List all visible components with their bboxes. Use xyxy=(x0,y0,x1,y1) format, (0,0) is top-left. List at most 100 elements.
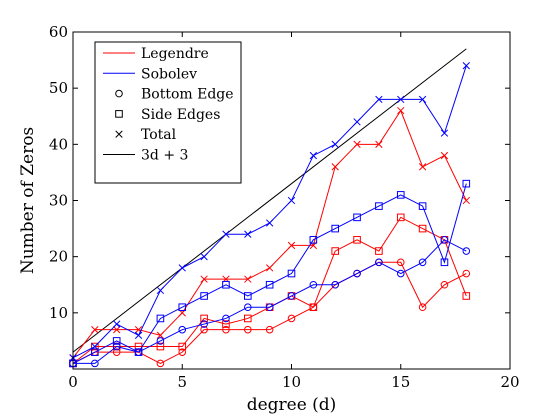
legend-marker-swatch xyxy=(115,110,123,118)
y-tick-label: 60 xyxy=(49,23,68,41)
legend-entry: Bottom Edge xyxy=(115,87,234,103)
data-point xyxy=(200,275,208,283)
data-point xyxy=(222,325,230,334)
legend-box xyxy=(94,41,242,184)
data-point xyxy=(440,151,449,160)
data-point xyxy=(331,163,339,171)
data-point xyxy=(309,236,318,244)
y-axis-label: Number of Zeros xyxy=(18,127,38,274)
legend-entry: Legendre xyxy=(103,46,209,62)
data-point xyxy=(156,314,165,323)
data-point xyxy=(265,325,274,334)
data-point xyxy=(353,236,361,244)
data-point xyxy=(287,241,296,250)
data-point xyxy=(397,106,405,115)
legend-label: Sobolev xyxy=(141,66,197,82)
data-point xyxy=(156,337,165,345)
data-point xyxy=(265,264,274,272)
data-point xyxy=(287,196,296,205)
data-point xyxy=(112,342,121,351)
series-layer xyxy=(69,62,471,368)
data-point xyxy=(265,280,274,289)
data-point xyxy=(396,191,405,199)
series-legendre-x xyxy=(69,106,470,362)
data-point xyxy=(331,247,339,255)
data-point xyxy=(91,342,99,351)
data-point xyxy=(178,342,187,351)
data-point xyxy=(244,292,252,300)
data-point xyxy=(287,292,296,300)
data-point xyxy=(418,224,427,233)
data-point xyxy=(156,286,165,295)
data-point xyxy=(134,348,143,356)
data-point xyxy=(244,230,252,238)
data-point xyxy=(222,230,230,238)
data-point xyxy=(440,280,449,289)
data-point xyxy=(375,140,383,148)
data-point xyxy=(222,314,230,323)
data-point xyxy=(331,140,339,148)
data-point xyxy=(178,348,187,356)
data-point xyxy=(244,303,252,312)
data-point xyxy=(91,359,99,368)
legend-label: Side Edges xyxy=(141,107,220,123)
series-sobolev-x xyxy=(69,62,470,362)
data-point xyxy=(397,95,405,104)
data-point xyxy=(331,280,340,289)
series-line xyxy=(72,183,467,364)
data-point xyxy=(418,202,427,210)
y-tick-label: 50 xyxy=(49,79,68,97)
x-tick-label: 20 xyxy=(500,373,519,391)
data-point xyxy=(331,224,339,233)
data-point xyxy=(418,95,427,104)
data-point xyxy=(462,247,471,255)
data-point xyxy=(287,269,296,278)
data-point xyxy=(287,314,296,323)
data-point xyxy=(113,320,121,328)
data-point xyxy=(462,269,471,278)
y-tick-label: 40 xyxy=(49,135,68,153)
data-point xyxy=(396,258,405,267)
legend-label: Bottom Edge xyxy=(141,87,234,103)
legend-entry: Total xyxy=(115,127,177,143)
legend-entry: Sobolev xyxy=(103,66,197,82)
data-point xyxy=(200,325,208,334)
tick-layer: 0 5 10 15 20 10 20 30 40 50 60 xyxy=(49,23,520,391)
data-point xyxy=(353,269,361,278)
data-point xyxy=(112,337,121,345)
legend-entry: 3d + 3 xyxy=(103,148,188,164)
data-point xyxy=(440,236,449,244)
data-point xyxy=(244,275,252,283)
data-point xyxy=(462,292,471,300)
data-point xyxy=(178,264,186,272)
data-point xyxy=(375,247,383,255)
x-tick-label: 15 xyxy=(391,373,410,391)
legend-marker-swatch xyxy=(115,89,123,98)
data-point xyxy=(462,62,470,70)
y-tick-label: 30 xyxy=(49,192,68,210)
data-point xyxy=(156,331,165,339)
x-axis-label: degree (d) xyxy=(247,395,337,415)
data-point xyxy=(134,331,143,339)
data-point xyxy=(309,303,318,312)
data-point xyxy=(462,196,470,205)
data-point xyxy=(353,140,361,148)
data-point xyxy=(91,326,99,334)
data-point xyxy=(440,129,449,137)
legend: Legendre Sobolev Bottom Edge Side Edges Tota… xyxy=(94,41,242,184)
legend-marker-swatch xyxy=(115,130,123,138)
data-point xyxy=(375,95,383,104)
y-tick-label: 20 xyxy=(49,248,68,266)
data-point xyxy=(222,280,230,289)
data-point xyxy=(265,303,274,312)
data-point xyxy=(353,118,361,126)
data-point xyxy=(244,325,252,334)
data-point xyxy=(178,303,187,312)
data-point xyxy=(113,326,121,334)
data-point xyxy=(91,348,99,356)
legend-label: Total xyxy=(141,127,177,143)
data-point xyxy=(309,280,318,289)
data-point xyxy=(353,213,361,222)
data-point xyxy=(418,163,427,171)
